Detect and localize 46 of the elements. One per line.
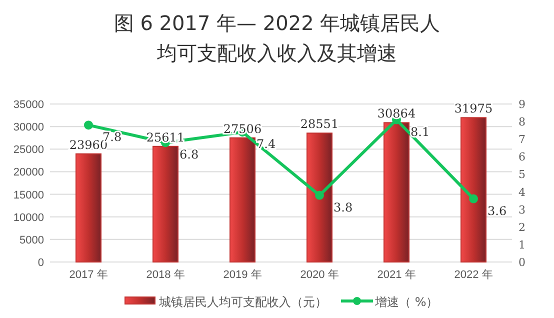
y-tick-label: 15000 [13,189,44,202]
data-label: 28551 [300,117,339,132]
bar [152,146,178,262]
x-tick-label: 2017 年 [69,269,108,281]
point [84,120,93,130]
data-label: 8.1 [410,124,430,139]
y-tick-label: 25000 [13,144,44,156]
y-tick-label: 0 [38,257,44,269]
bar [384,122,410,262]
y-tick-label: 30000 [13,122,44,134]
y2-tick-label: 1 [518,238,526,252]
x-tick-label: 2021 年 [377,269,416,281]
bar [460,117,486,262]
legend-label: 城镇居民人均可支配收入（元） [158,295,327,309]
point [469,194,478,204]
data-label: 27506 [223,122,262,136]
y-tick-label: 10000 [13,212,44,224]
data-label: 6.8 [180,148,199,162]
y2-tick-label: 4 [518,186,526,199]
y2-tick-label: 7 [518,133,526,146]
y2-tick-label: 2 [518,220,526,234]
data-label: 3.6 [488,204,507,218]
y-tick-label: 35000 [13,99,44,111]
data-label: 23960 [69,138,108,152]
y-tick-label: 5000 [20,234,44,246]
y2-tick-label: 5 [518,168,526,182]
x-tick-label: 2022 年 [454,269,493,281]
y-tick-label: 20000 [13,166,44,179]
bar [306,132,332,262]
y2-tick-label: 9 [518,98,526,111]
y2-tick-label: 3 [518,203,526,216]
y2-tick-label: 0 [518,256,526,269]
data-label: 31975 [454,102,493,116]
x-tick-label: 2020 年 [300,269,339,281]
data-label: 7.4 [256,137,276,152]
bar [76,153,102,262]
legend-label: 增速（ %） [374,295,438,309]
bar [230,137,256,262]
chart-title: 图 6 2017 年— 2022 年城镇居民人均可支配收入收入及其增速 [112,10,442,67]
x-tick-label: 2018 年 [146,269,185,281]
y2-tick-label: 8 [518,116,526,129]
x-tick-label: 2019 年 [223,269,262,281]
data-label: 3.8 [334,200,353,214]
data-label: 30864 [377,106,416,121]
y2-tick-label: 6 [518,150,526,164]
point [315,190,324,200]
